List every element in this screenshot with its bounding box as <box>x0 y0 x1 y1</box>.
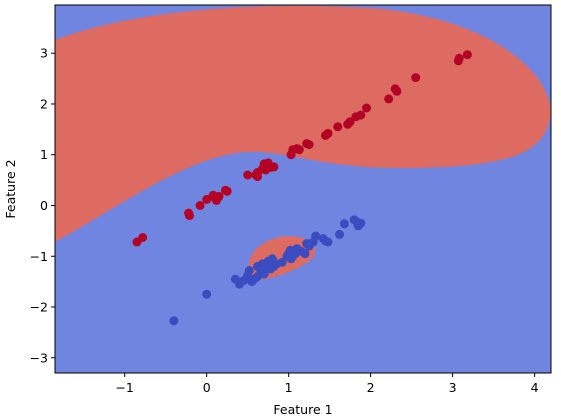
data-point-class-1 <box>202 289 212 299</box>
data-point-class-0 <box>138 233 148 242</box>
data-point-class-1 <box>339 219 349 229</box>
y-tick-label: −1 <box>30 249 48 264</box>
y-tick-label: 0 <box>40 198 48 213</box>
data-point-class-0 <box>323 128 333 138</box>
x-tick-label: −1 <box>115 380 133 395</box>
y-tick-label: 2 <box>40 96 48 111</box>
data-point-class-1 <box>169 316 179 326</box>
data-point-class-0 <box>304 140 314 150</box>
data-point-class-1 <box>259 269 269 279</box>
data-point-class-0 <box>384 94 394 104</box>
data-point-class-0 <box>243 170 253 180</box>
data-point-class-0 <box>185 211 194 221</box>
y-axis-label: Feature 2 <box>3 159 18 218</box>
scatter-points <box>132 50 472 326</box>
data-point-class-0 <box>214 191 224 201</box>
data-point-class-0 <box>195 201 205 210</box>
y-axis: −3 −2 −1 0 1 2 3 <box>30 46 55 365</box>
y-tick-label: 1 <box>40 147 48 162</box>
y-tick-label: 3 <box>40 46 48 61</box>
data-point-class-0 <box>333 122 343 132</box>
data-point-class-0 <box>356 110 366 120</box>
x-tick-label: 2 <box>367 380 375 395</box>
plot-area <box>55 5 551 373</box>
x-axis: −1 0 1 2 3 4 <box>115 373 539 395</box>
y-tick-label: −3 <box>30 350 48 365</box>
x-tick-label: 0 <box>203 380 211 395</box>
data-point-class-1 <box>323 237 333 247</box>
data-point-class-1 <box>335 229 344 239</box>
data-point-class-1 <box>311 231 321 241</box>
data-point-class-0 <box>202 194 212 204</box>
x-tick-label: 4 <box>531 380 539 395</box>
data-point-class-0 <box>269 162 279 172</box>
plot-frame <box>54 4 552 374</box>
data-point-class-1 <box>356 218 366 228</box>
data-point-class-0 <box>222 186 232 196</box>
data-point-class-1 <box>277 257 287 267</box>
data-point-class-0 <box>392 86 402 96</box>
data-point-class-1 <box>244 266 254 275</box>
class-1-region <box>55 5 551 243</box>
data-point-class-0 <box>411 73 421 83</box>
data-point-class-0 <box>454 53 464 63</box>
x-tick-label: 1 <box>285 380 293 395</box>
data-point-class-1 <box>300 249 310 259</box>
x-tick-label: 3 <box>449 380 457 395</box>
data-point-class-0 <box>362 103 371 113</box>
data-point-class-0 <box>294 145 304 155</box>
y-tick-label: −2 <box>30 300 48 315</box>
x-axis-label: Feature 1 <box>273 402 332 417</box>
data-point-class-0 <box>462 50 472 60</box>
